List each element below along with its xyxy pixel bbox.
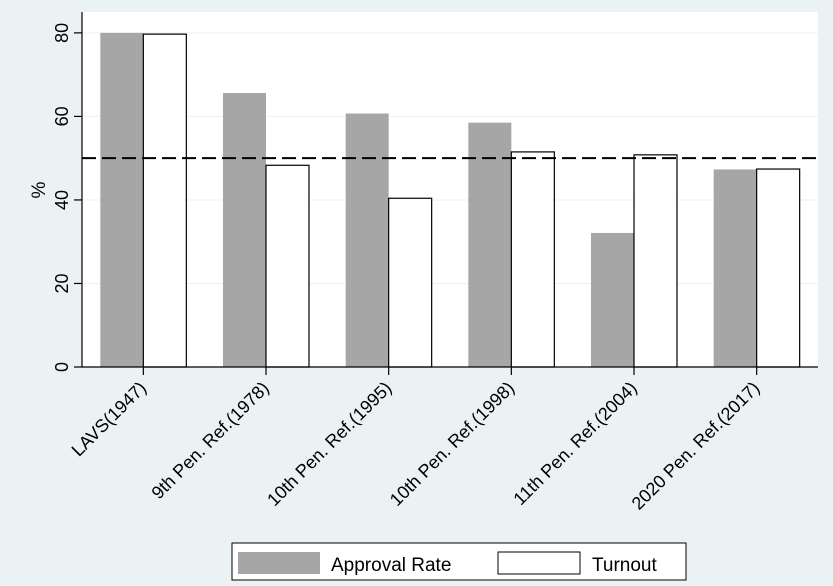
y-tick-label: 20 bbox=[52, 273, 72, 293]
x-tick-label: 10th Pen. Ref.(1998) bbox=[386, 378, 518, 510]
legend-label-approval-rate: Approval Rate bbox=[331, 555, 451, 576]
legend: Approval Rate Turnout bbox=[232, 543, 686, 580]
y-axis-title: % bbox=[29, 181, 50, 198]
bar-approval-rate bbox=[223, 93, 266, 367]
bar-turnout bbox=[389, 198, 432, 367]
legend-label-turnout: Turnout bbox=[592, 555, 657, 576]
bar-turnout bbox=[757, 169, 800, 367]
y-tick-label: 60 bbox=[52, 106, 72, 126]
x-tick-label: 11th Pen. Ref.(2004) bbox=[509, 378, 640, 509]
bar-turnout bbox=[266, 165, 309, 367]
plot-area bbox=[82, 12, 818, 367]
bar-turnout bbox=[143, 34, 186, 367]
bar-turnout bbox=[634, 155, 677, 367]
x-tick-label: LAVS(1947) bbox=[68, 378, 151, 461]
legend-swatch-turnout bbox=[498, 552, 580, 574]
bar-approval-rate bbox=[100, 33, 143, 367]
y-tick-label: 0 bbox=[52, 362, 72, 372]
bar-approval-rate bbox=[346, 113, 389, 367]
y-tick-label: 80 bbox=[52, 23, 72, 43]
bar-approval-rate bbox=[591, 233, 634, 367]
x-tick-label: 9th Pen. Ref.(1978) bbox=[148, 378, 273, 503]
bar-turnout bbox=[511, 152, 554, 367]
bar-approval-rate bbox=[714, 169, 757, 367]
x-tick-label: 10th Pen. Ref.(1995) bbox=[263, 378, 395, 510]
x-tick-label: 2020 Pen. Ref.(2017) bbox=[628, 378, 764, 514]
bar-approval-rate bbox=[468, 123, 511, 367]
legend-swatch-approval-rate bbox=[238, 552, 320, 574]
y-tick-label: 40 bbox=[52, 190, 72, 210]
